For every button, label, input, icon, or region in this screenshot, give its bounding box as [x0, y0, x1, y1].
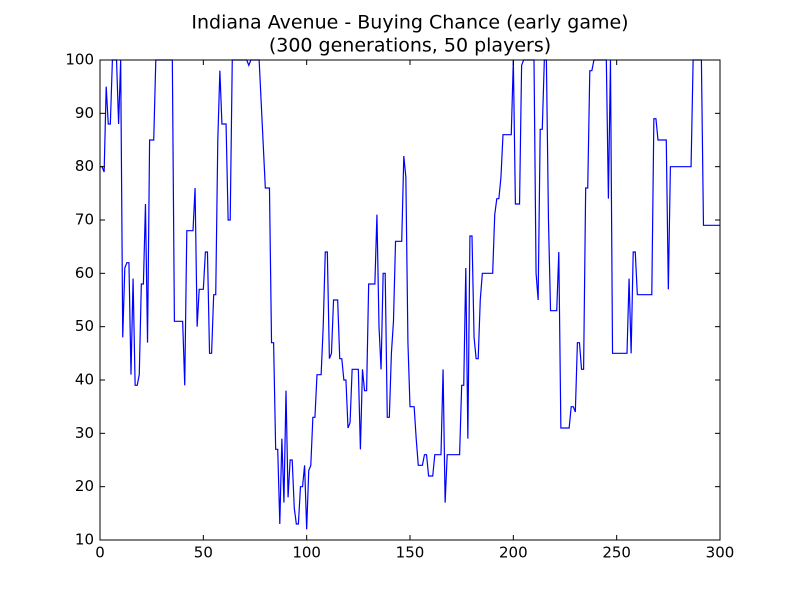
y-tick-label: 20: [75, 477, 94, 495]
y-tick-label: 100: [65, 51, 94, 69]
x-tick-label: 0: [95, 544, 105, 562]
y-tick-label: 10: [75, 531, 94, 549]
x-tick-label: 150: [396, 544, 425, 562]
x-tick-label: 50: [194, 544, 213, 562]
y-tick-label: 30: [75, 424, 94, 442]
plot-frame: [99, 59, 721, 541]
y-tick-label: 90: [75, 104, 94, 122]
data-line: [100, 59, 720, 530]
x-tick-label: 250: [602, 544, 631, 562]
y-tick-label: 40: [75, 371, 94, 389]
x-tick-label: 300: [706, 544, 735, 562]
chart-subtitle: (300 generations, 50 players): [269, 35, 551, 57]
chart-title: Indiana Avenue - Buying Chance (early ga…: [191, 12, 628, 34]
x-tick-label: 200: [499, 544, 528, 562]
y-tick-label: 60: [75, 264, 94, 282]
y-tick-label: 70: [75, 211, 94, 229]
x-tick-label: 100: [292, 544, 321, 562]
y-tick-label: 80: [75, 157, 94, 175]
y-tick-label: 50: [75, 317, 94, 335]
